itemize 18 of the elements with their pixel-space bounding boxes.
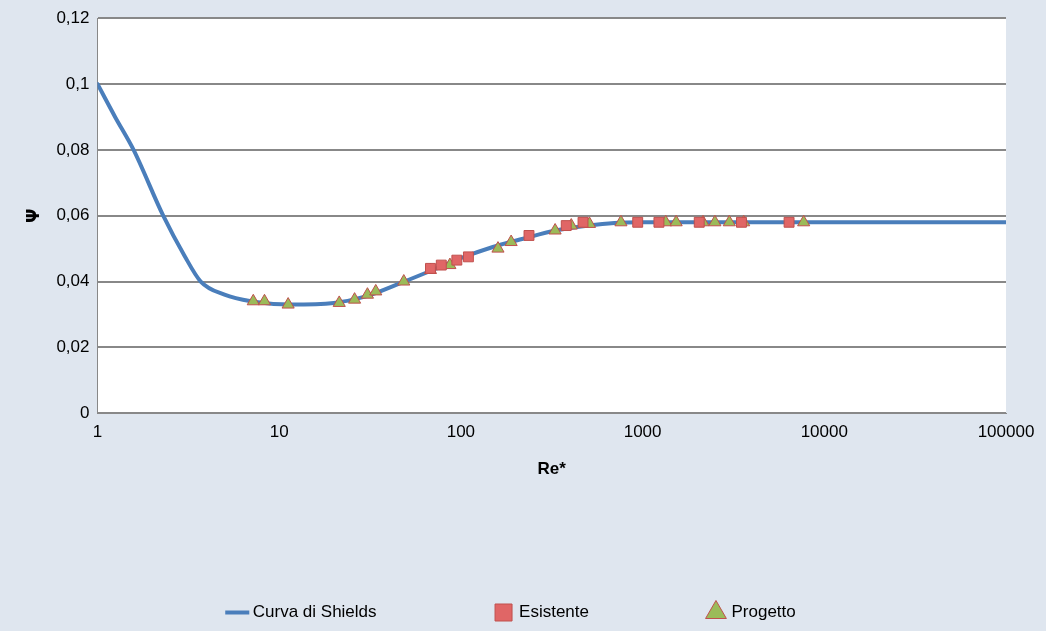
y-tick-label: 0,04 [56,271,90,291]
x-tick-label: 100 [446,422,476,442]
legend-label: Progetto [731,602,796,622]
y-tick-label: 0,06 [56,205,90,225]
y-axis-title: Ψ [22,208,43,223]
x-tick-label: 10 [269,422,289,442]
y-tick-label: 0,08 [56,139,90,159]
x-axis-title: Re* [537,459,567,479]
x-tick-label: 1 [92,422,103,442]
legend-label: Curva di Shields [252,602,377,622]
y-tick-label: 0,12 [56,7,90,27]
x-tick-label: 10000 [800,422,848,442]
y-tick-label: 0,1 [65,73,90,93]
x-tick-label: 100000 [977,422,1035,442]
legend-label: Esistente [519,602,589,622]
x-tick-label: 1000 [623,422,662,442]
y-tick-label: 0 [80,402,90,422]
y-tick-label: 0,02 [56,337,90,357]
